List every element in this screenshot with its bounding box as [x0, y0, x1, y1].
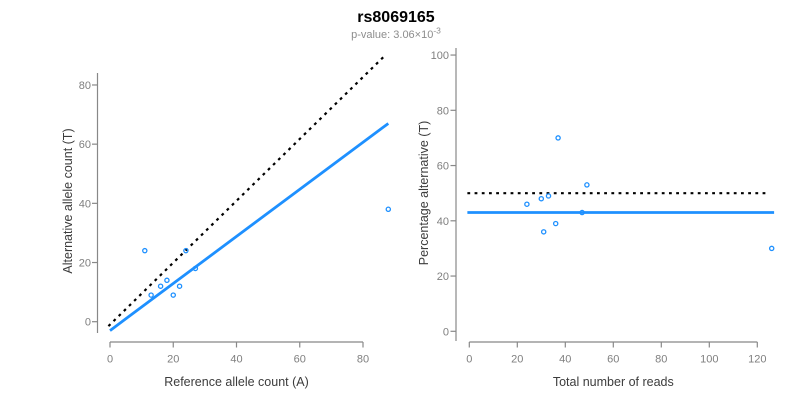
x-tick-label: 0 — [466, 354, 472, 366]
page-subtitle: p-value: 3.06×10-3 — [351, 26, 441, 42]
right-y-axis-title: Percentage alternative (T) — [417, 121, 431, 266]
y-tick-label: 20 — [79, 258, 91, 270]
data-point — [584, 182, 590, 188]
left-series — [107, 54, 392, 332]
data-point — [524, 201, 530, 207]
data-point — [142, 247, 148, 254]
data-point — [768, 245, 775, 252]
subtitle-exponent: -3 — [433, 26, 441, 36]
x-tick-label: 20 — [511, 354, 523, 366]
y-tick-label: 20 — [437, 271, 449, 283]
data-point — [170, 292, 176, 298]
y-tick-label: 0 — [85, 317, 91, 329]
y-tick-label: 80 — [437, 105, 449, 117]
subtitle-pvalue-text: p-value: 3.06×10 — [351, 29, 433, 41]
data-point — [183, 247, 189, 254]
x-tick-label: 0 — [107, 354, 113, 366]
identity-line — [107, 54, 386, 327]
y-tick-label: 80 — [79, 80, 91, 92]
x-tick-label: 80 — [357, 354, 369, 366]
data-point — [164, 277, 170, 284]
x-tick-label: 40 — [559, 354, 571, 366]
data-point — [192, 265, 199, 272]
y-tick-label: 40 — [437, 216, 449, 228]
data-point — [545, 193, 552, 199]
data-point — [176, 283, 183, 289]
data-point — [540, 229, 547, 235]
data-point — [552, 220, 559, 227]
right-axes: 0 20 40 60 80 100 0 20 40 60 80 100 120 — [431, 48, 766, 366]
page-title: rs8069165 — [357, 9, 435, 26]
x-tick-label: 120 — [748, 354, 766, 366]
data-point — [385, 206, 392, 213]
left-x-axis-title: Reference allele count (A) — [164, 375, 309, 389]
y-tick-label: 0 — [443, 326, 449, 338]
left-scatter-panel: 0 20 40 60 80 0 20 40 60 80 Reference allele coun… — [61, 54, 392, 389]
data-point — [555, 135, 561, 141]
fit-line — [109, 122, 390, 332]
data-point — [579, 209, 585, 216]
x-tick-label: 40 — [230, 354, 242, 366]
y-tick-label: 40 — [79, 198, 91, 210]
y-tick-label: 60 — [437, 161, 449, 173]
x-tick-label: 60 — [607, 354, 619, 366]
right-series — [467, 135, 775, 252]
x-tick-label: 100 — [700, 354, 718, 366]
right-x-axis-title: Total number of reads — [553, 375, 674, 389]
x-tick-label: 20 — [167, 354, 179, 366]
right-scatter-panel: 0 20 40 60 80 100 0 20 40 60 80 100 120 Total number… — [417, 48, 775, 389]
data-point — [148, 292, 154, 298]
left-y-axis-title: Alternative allele count (T) — [61, 128, 75, 273]
data-point — [157, 283, 164, 289]
x-tick-label: 60 — [294, 354, 306, 366]
data-point — [538, 195, 545, 202]
y-tick-label: 100 — [431, 50, 449, 62]
left-axes: 0 20 40 60 80 0 20 40 60 80 — [79, 73, 369, 366]
x-tick-label: 80 — [655, 354, 667, 366]
y-tick-label: 60 — [79, 139, 91, 151]
